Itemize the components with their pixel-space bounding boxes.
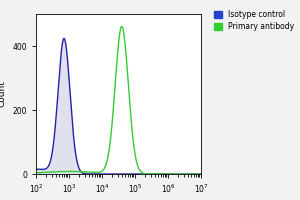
Y-axis label: Count: Count bbox=[0, 81, 7, 107]
Legend: Isotype control, Primary antibody: Isotype control, Primary antibody bbox=[212, 8, 296, 33]
